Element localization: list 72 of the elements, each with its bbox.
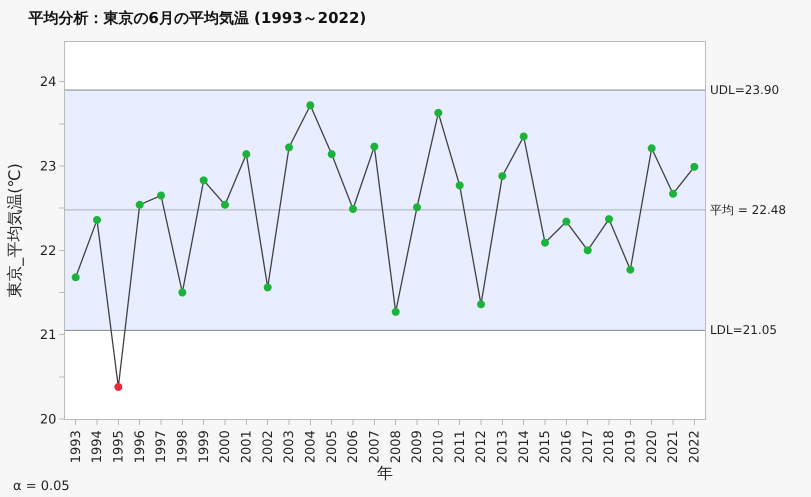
x-tick-label: 2018 (602, 430, 618, 464)
x-tick-label: 2008 (388, 430, 404, 464)
x-tick-label: 2020 (644, 430, 660, 464)
point (562, 218, 570, 226)
x-tick-label: 2013 (496, 430, 511, 464)
x-tick-label: 1999 (196, 430, 212, 464)
x-tick-label: 2014 (516, 430, 532, 464)
point (392, 308, 400, 316)
point (114, 382, 122, 391)
x-tick-label: 2016 (560, 430, 575, 464)
chart-title: 平均分析：東京の6月の平均気温 (1993～2022) (27, 8, 366, 27)
point (157, 192, 165, 200)
text: α = 0.05 (13, 479, 70, 494)
point (413, 203, 421, 212)
point (178, 288, 186, 296)
y-tick-label: 21 (40, 328, 56, 344)
x-tick-label: 2015 (538, 430, 554, 464)
point (584, 246, 592, 254)
x-tick-label: 2010 (432, 430, 447, 464)
point (477, 300, 485, 308)
x-tick-label: 2019 (624, 430, 639, 464)
ref-line-label: 平均 = 22.48 (710, 203, 786, 217)
x-tick-label: 1998 (176, 430, 191, 464)
point (648, 144, 656, 152)
point (72, 273, 80, 282)
point (264, 283, 272, 292)
y-tick-label: 23 (40, 160, 56, 175)
x-tick-label: 2004 (304, 430, 319, 464)
x-tick-label: 1996 (132, 430, 148, 464)
point (669, 190, 677, 198)
point (456, 181, 464, 190)
x-tick-label: 2005 (324, 430, 340, 464)
x-tick-label: 2007 (368, 430, 383, 464)
point (349, 204, 357, 213)
y-tick-label: 20 (40, 412, 56, 428)
point (626, 266, 634, 274)
point (136, 200, 144, 209)
point (541, 238, 549, 247)
x-tick-label: 2006 (346, 430, 362, 464)
x-tick-label: 2021 (666, 430, 682, 464)
x-tick-label: 2011 (452, 430, 468, 464)
point (328, 150, 336, 158)
x-tick-label: 2002 (260, 430, 276, 464)
x-tick-label: 1994 (90, 430, 106, 464)
point (200, 176, 208, 184)
point (285, 143, 293, 152)
x-tick-label: 2001 (240, 430, 255, 464)
x-tick-label: 1993 (68, 430, 84, 464)
x-tick-label: 2017 (580, 430, 596, 464)
point (242, 150, 250, 158)
x-tick-label: 2003 (282, 430, 298, 464)
point (93, 216, 101, 224)
y-tick-label: 24 (40, 75, 56, 90)
point (498, 172, 506, 180)
ref-line-label: LDL=21.05 (710, 323, 778, 337)
x-axis-title: 年 (377, 463, 393, 482)
x-tick-label: 2012 (474, 430, 490, 464)
point (690, 162, 698, 171)
point (605, 215, 613, 224)
x-tick-label: 2000 (218, 430, 234, 464)
y-axis-title: 東京_平均気温(℃) (4, 163, 24, 298)
x-tick-label: 2022 (688, 430, 703, 464)
x-tick-label: 2009 (410, 430, 426, 464)
point (370, 142, 378, 151)
point (434, 108, 442, 117)
point (520, 132, 528, 140)
x-tick-label: 1997 (154, 430, 170, 464)
point (221, 200, 229, 209)
point (306, 101, 314, 110)
x-tick-label: 1995 (112, 430, 127, 464)
ref-line-label: UDL=23.90 (710, 83, 780, 97)
y-tick-label: 22 (40, 244, 56, 259)
